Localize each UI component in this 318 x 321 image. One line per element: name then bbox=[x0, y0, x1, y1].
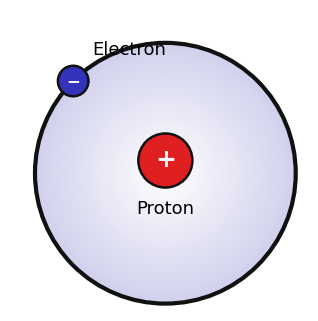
Circle shape bbox=[146, 154, 185, 193]
Circle shape bbox=[113, 121, 218, 225]
Text: −: − bbox=[66, 72, 80, 90]
Circle shape bbox=[45, 53, 286, 294]
Circle shape bbox=[139, 147, 191, 199]
Circle shape bbox=[51, 59, 280, 287]
Circle shape bbox=[61, 69, 270, 278]
Text: +: + bbox=[155, 149, 176, 172]
Circle shape bbox=[138, 134, 192, 187]
Circle shape bbox=[64, 72, 266, 274]
Circle shape bbox=[87, 95, 244, 251]
Circle shape bbox=[162, 170, 169, 177]
Circle shape bbox=[38, 46, 293, 300]
Circle shape bbox=[116, 124, 214, 222]
Circle shape bbox=[81, 89, 250, 258]
Circle shape bbox=[84, 92, 247, 255]
Circle shape bbox=[123, 131, 208, 216]
Circle shape bbox=[74, 82, 257, 265]
Text: Proton: Proton bbox=[136, 200, 194, 218]
Circle shape bbox=[107, 115, 224, 232]
Circle shape bbox=[94, 101, 237, 245]
Circle shape bbox=[77, 85, 253, 261]
Circle shape bbox=[110, 118, 221, 229]
Circle shape bbox=[133, 141, 198, 206]
Circle shape bbox=[35, 43, 296, 304]
Circle shape bbox=[136, 144, 195, 203]
Circle shape bbox=[71, 79, 260, 268]
Circle shape bbox=[129, 137, 201, 209]
Circle shape bbox=[100, 108, 231, 239]
Circle shape bbox=[55, 62, 276, 284]
Circle shape bbox=[156, 163, 175, 183]
Circle shape bbox=[48, 56, 283, 291]
Circle shape bbox=[42, 49, 289, 297]
Circle shape bbox=[97, 105, 234, 242]
Circle shape bbox=[103, 111, 227, 235]
Circle shape bbox=[68, 75, 263, 271]
Circle shape bbox=[159, 167, 172, 180]
Circle shape bbox=[126, 134, 204, 212]
Circle shape bbox=[152, 160, 178, 186]
Circle shape bbox=[149, 157, 182, 189]
Circle shape bbox=[90, 98, 240, 248]
Text: Electron: Electron bbox=[92, 41, 166, 59]
Circle shape bbox=[58, 66, 273, 281]
Circle shape bbox=[120, 127, 211, 219]
Circle shape bbox=[58, 66, 88, 96]
Circle shape bbox=[142, 151, 188, 196]
